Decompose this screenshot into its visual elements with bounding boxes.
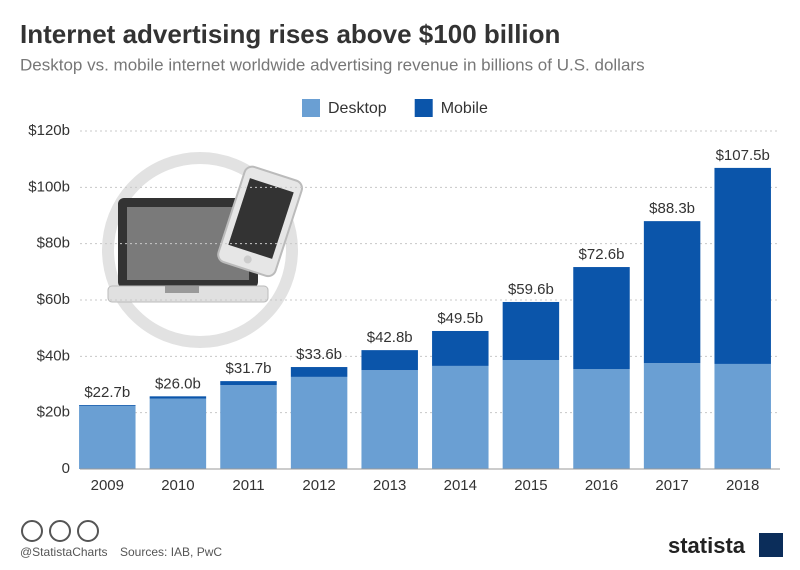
x-tick-label: 2015 bbox=[514, 477, 547, 494]
total-label: $49.5b bbox=[437, 310, 483, 327]
x-tick-label: 2018 bbox=[726, 477, 759, 494]
x-tick-label: 2014 bbox=[444, 477, 477, 494]
icon-circle bbox=[102, 152, 298, 348]
brand-icon bbox=[759, 533, 783, 557]
total-label: $107.5b bbox=[716, 147, 770, 164]
legend-label: Desktop bbox=[328, 100, 387, 117]
bar-segment bbox=[290, 367, 348, 377]
bar-segment bbox=[714, 167, 771, 364]
y-tick-label: $100b bbox=[28, 178, 70, 195]
footer: @StatistaCharts Sources: IAB, PwC statis… bbox=[20, 520, 783, 559]
y-tick-label: $120b bbox=[28, 122, 70, 139]
bar-segment bbox=[502, 359, 560, 469]
total-label: $72.6b bbox=[579, 246, 625, 263]
x-tick-label: 2017 bbox=[655, 477, 688, 494]
laptop-pad bbox=[165, 286, 199, 293]
total-label: $88.3b bbox=[649, 200, 695, 217]
x-tick-label: 2016 bbox=[585, 477, 618, 494]
x-tick-label: 2012 bbox=[302, 477, 335, 494]
bar-segment bbox=[149, 396, 207, 399]
handle: @StatistaCharts bbox=[20, 545, 108, 559]
bar-segment bbox=[361, 350, 418, 371]
y-tick-label: $60b bbox=[37, 291, 70, 308]
total-label: $33.6b bbox=[296, 346, 342, 363]
by-icon bbox=[49, 520, 71, 542]
bar-segment bbox=[643, 363, 701, 469]
bar-segment bbox=[149, 398, 207, 469]
bar-segment bbox=[79, 405, 136, 406]
total-label: $42.8b bbox=[367, 329, 413, 346]
y-tick-label: $80b bbox=[37, 235, 70, 252]
bar-segment bbox=[220, 385, 277, 469]
x-tick-label: 2009 bbox=[91, 477, 124, 494]
bar-segment bbox=[502, 301, 560, 360]
total-label: $59.6b bbox=[508, 281, 554, 298]
cc-icon bbox=[21, 520, 43, 542]
bar-segment bbox=[432, 330, 489, 366]
chart-subtitle: Desktop vs. mobile internet worldwide ad… bbox=[20, 55, 645, 74]
source: Sources: IAB, PwC bbox=[120, 545, 222, 559]
legend-swatch bbox=[302, 99, 320, 117]
bar-segment bbox=[290, 376, 348, 469]
y-tick-label: $20b bbox=[37, 404, 70, 421]
bar-segment bbox=[432, 365, 489, 469]
illustration bbox=[102, 152, 303, 348]
legend-label: Mobile bbox=[441, 100, 488, 117]
total-label: $31.7b bbox=[226, 360, 272, 377]
x-tick-label: 2010 bbox=[161, 477, 194, 494]
bar-segment bbox=[573, 369, 630, 469]
total-label: $22.7b bbox=[84, 384, 130, 401]
y-tick-label: 0 bbox=[62, 460, 70, 477]
y-tick-label: $40b bbox=[37, 347, 70, 364]
phone bbox=[217, 165, 303, 278]
bar-segment bbox=[361, 370, 418, 469]
bar-segment bbox=[573, 267, 630, 370]
x-tick-label: 2011 bbox=[232, 477, 264, 494]
bar-segment bbox=[714, 363, 771, 469]
total-label: $26.0b bbox=[155, 375, 201, 392]
bar-segment bbox=[643, 221, 701, 364]
legend-swatch bbox=[414, 99, 433, 117]
nd-icon bbox=[77, 520, 99, 542]
bar-segment bbox=[220, 381, 277, 386]
bar-segment bbox=[79, 405, 136, 469]
x-tick-label: 2013 bbox=[373, 477, 406, 494]
chart-title: Internet advertising rises above $100 bi… bbox=[20, 19, 560, 49]
brand: statista bbox=[668, 533, 746, 558]
